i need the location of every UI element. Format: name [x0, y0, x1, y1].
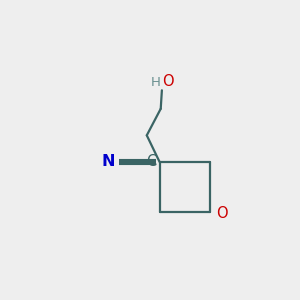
Text: O: O — [216, 206, 228, 221]
Text: O: O — [162, 74, 174, 89]
Text: N: N — [102, 154, 116, 169]
Text: H: H — [151, 76, 161, 89]
Text: C: C — [146, 154, 157, 169]
